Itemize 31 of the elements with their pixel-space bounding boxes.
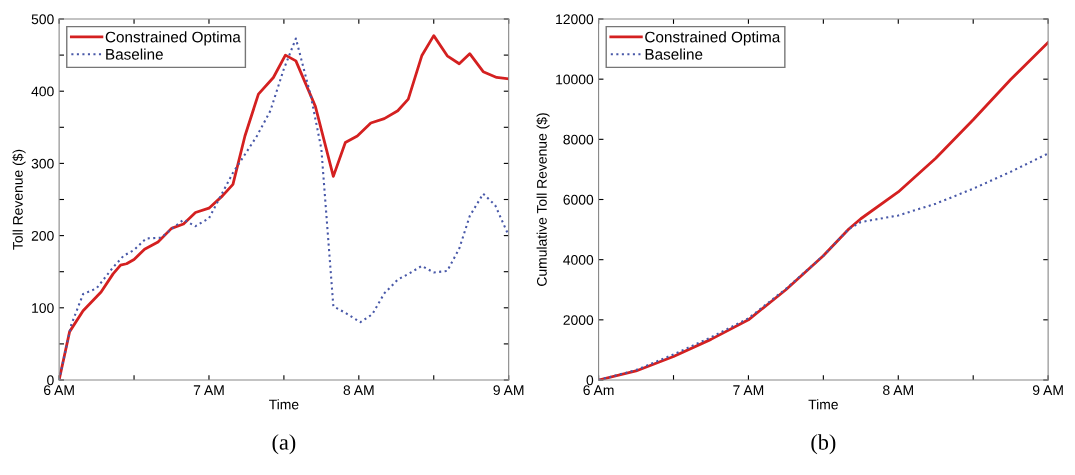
y-tick-label: 0 xyxy=(586,375,594,386)
legend-label: Constrained Optima xyxy=(645,31,781,46)
y-tick-label: 500 xyxy=(31,14,54,25)
x-tick-label: 6 Am xyxy=(583,385,614,396)
y-axis-title: Toll Revenue ($) xyxy=(12,149,26,250)
x-tick-label: 9 AM xyxy=(1032,385,1063,396)
y-tick-label: 300 xyxy=(31,158,54,169)
y-tick-label: 4000 xyxy=(563,255,594,265)
x-tick-label: 7 AM xyxy=(733,385,764,395)
y-axis-title: Cumulative Toll Revenue ($) xyxy=(536,113,550,286)
legend-label: Baseline xyxy=(645,48,703,60)
x-tick-label: 8 AM xyxy=(343,385,374,396)
legend-label: Baseline xyxy=(106,48,163,60)
text: (a) xyxy=(272,434,296,455)
x-tick-label: 7 AM xyxy=(193,385,224,395)
y-tick-label: 2000 xyxy=(563,315,594,325)
y-tick-label: 6000 xyxy=(563,194,594,205)
x-axis-title: Time xyxy=(808,399,838,410)
y-tick-label: 12000 xyxy=(556,14,594,25)
y-tick-label: 8000 xyxy=(563,134,594,145)
y-tick-label: 200 xyxy=(31,230,54,241)
x-tick-label: 6 AM xyxy=(44,385,74,396)
text: (b) xyxy=(811,434,836,455)
y-tick-label: 100 xyxy=(32,303,54,313)
x-axis-title: Time xyxy=(269,399,299,410)
x-tick-label: 8 AM xyxy=(883,385,913,396)
y-tick-label: 0 xyxy=(47,375,54,386)
legend-label: Constrained Optima xyxy=(105,31,241,46)
y-tick-label: 400 xyxy=(31,86,54,97)
y-tick-label: 10000 xyxy=(556,74,594,85)
x-tick-label: 9 AM xyxy=(493,385,524,396)
